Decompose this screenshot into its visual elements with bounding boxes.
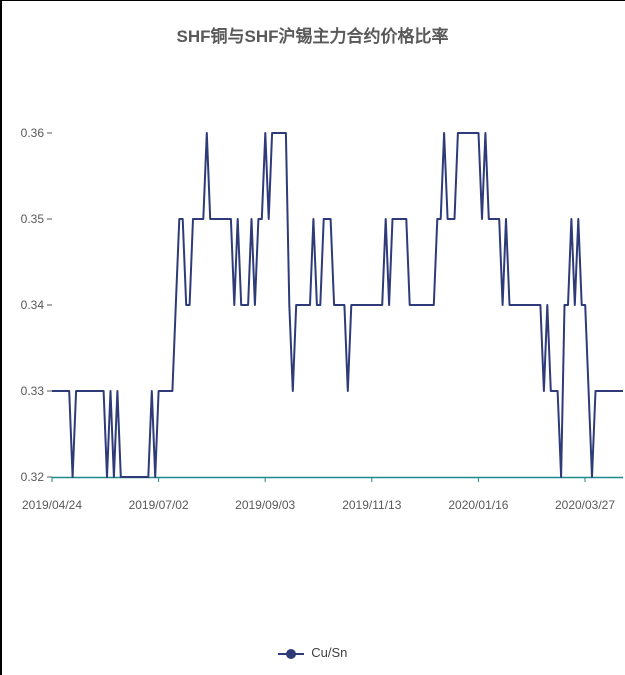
x-tick-label: 2019/11/13 [342,498,401,512]
x-tick-label: 2019/09/03 [235,498,295,512]
series-line-cu-sn [52,132,623,478]
frame-border-left [0,0,2,675]
y-tick-label: 0.33 [21,384,45,398]
y-tick-label: 0.36 [21,126,45,140]
x-tick-label: 2020/03/27 [555,498,615,512]
x-tick-label: 2019/07/02 [129,498,189,512]
y-tick-label: 0.32 [21,470,45,484]
chart-title: SHF铜与SHF沪锡主力合约价格比率 [176,27,449,46]
legend: Cu/Sn [0,645,625,660]
y-tick-label: 0.35 [21,212,45,226]
x-tick-label: 2019/04/24 [22,498,82,512]
frame-border-top [0,0,625,1]
y-tick-label: 0.34 [21,298,45,312]
legend-marker-icon [277,648,304,660]
legend-label: Cu/Sn [311,645,348,660]
x-tick-label: 2020/01/16 [448,498,508,512]
